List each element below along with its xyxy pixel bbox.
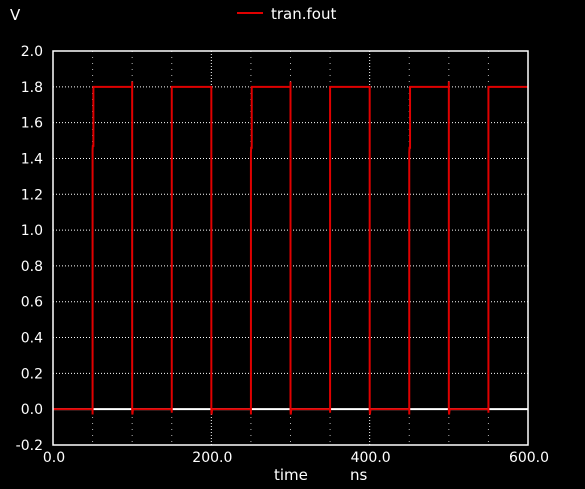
y-tick-label: 0.6	[21, 295, 43, 311]
y-axis-label: V	[10, 6, 21, 24]
y-tick-label: 0.0	[21, 402, 43, 418]
y-tick-label: 0.2	[21, 366, 43, 382]
y-tick-label: 0.4	[21, 331, 43, 347]
legend-label: tran.fout	[271, 5, 336, 23]
series-layer	[53, 81, 528, 415]
x-tick-label: 600.0	[509, 450, 549, 466]
y-tick-label: 1.6	[21, 116, 43, 132]
x-tick-label: 0.0	[43, 450, 65, 466]
x-tick-labels: 0.0 200.0 400.0 600.0	[43, 450, 549, 466]
legend[interactable]: tran.fout	[237, 5, 336, 23]
x-tick-label: 400.0	[351, 450, 391, 466]
y-tick-label: 0.8	[21, 259, 43, 275]
x-axis-label: time	[274, 466, 308, 484]
series-line-tran-fout	[53, 81, 528, 415]
y-tick-labels: -0.2 0.0 0.2 0.4 0.6 0.8 1.0 1.2 1.4 1.6 1.8 2.0	[16, 44, 43, 454]
y-tick-label: -0.2	[16, 438, 43, 454]
y-tick-label: 2.0	[21, 44, 43, 60]
y-tick-label: 1.2	[21, 187, 43, 203]
y-tick-label: 1.8	[21, 80, 43, 96]
plot-frame	[52, 50, 529, 446]
x-tick-label: 200.0	[192, 450, 232, 466]
y-tick-label: 1.4	[21, 151, 43, 167]
y-tick-label: 1.0	[21, 223, 43, 239]
x-axis-unit: ns	[350, 466, 368, 484]
